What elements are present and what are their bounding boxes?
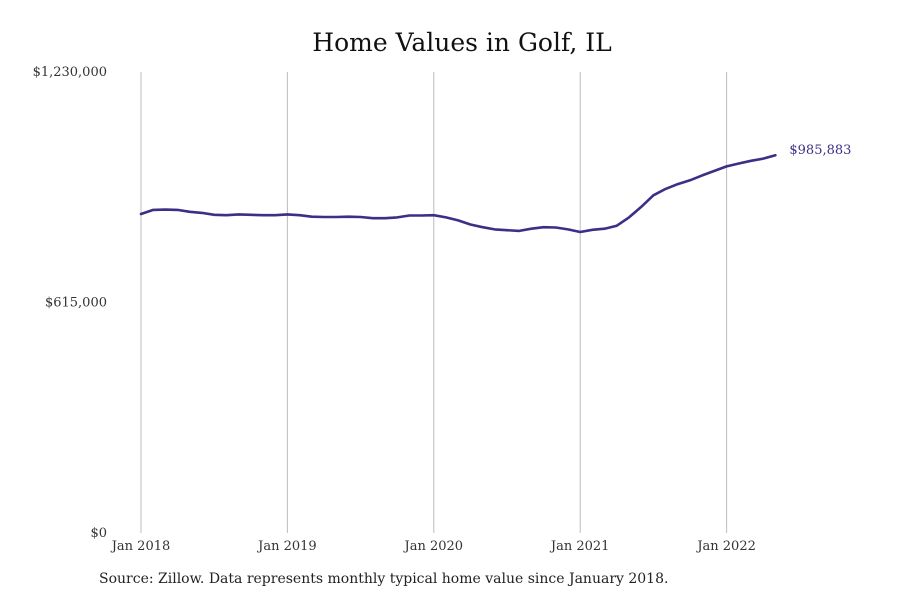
series: $985,883 (139, 143, 851, 234)
x-tick-label: Jan 2021 (549, 539, 610, 554)
chart-title: Home Values in Golf, IL (312, 28, 612, 57)
end-value-label: $985,883 (789, 143, 851, 158)
y-tick-label: $615,000 (45, 296, 107, 311)
axis-labels: Jan 2018 Jan 2019 Jan 2020 Jan 2021 Jan 2022… (33, 65, 756, 554)
y-tick-label: $0 (90, 526, 107, 541)
y-tick-label: $1,230,000 (33, 65, 107, 80)
x-tick-label: Jan 2022 (695, 539, 756, 554)
gridlines (140, 72, 728, 533)
x-tick-label: Jan 2020 (403, 539, 464, 554)
series-line (139, 153, 777, 234)
source-note: Source: Zillow. Data represents monthly … (99, 571, 669, 587)
x-tick-label: Jan 2018 (110, 539, 171, 554)
x-tick-label: Jan 2019 (256, 539, 317, 554)
